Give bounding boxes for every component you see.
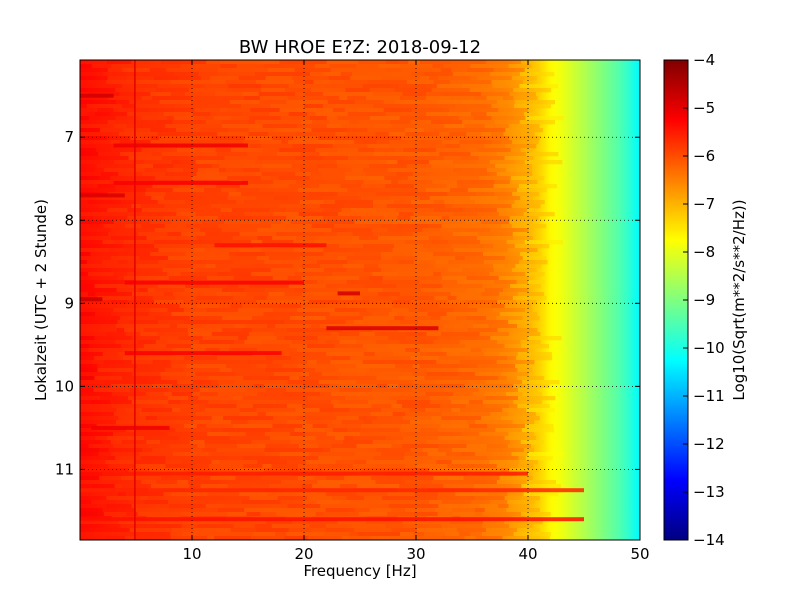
y-tick-label: 11 <box>55 460 74 478</box>
spectrogram-band <box>80 193 125 198</box>
x-axis-ticks: 10 20 30 40 50 <box>182 60 650 563</box>
spectrogram-band <box>91 425 170 430</box>
colorbar-tick-label: −14 <box>693 531 725 549</box>
plot-frame <box>79 59 641 541</box>
x-tick-label: 30 <box>406 545 425 563</box>
colorbar-tick-label: −12 <box>693 435 725 453</box>
y-axis-ticks: 7 8 9 10 11 <box>55 128 640 478</box>
spectrogram-band <box>326 326 439 331</box>
x-axis-label: Frequency [Hz] <box>303 562 416 580</box>
colorbar-tick-label: −5 <box>693 99 715 117</box>
x-tick-label: 50 <box>630 545 649 563</box>
colorbar-tick-label: −10 <box>693 339 725 357</box>
y-tick-label: 9 <box>64 294 74 312</box>
spectrogram-band <box>124 280 304 285</box>
spectrogram-band <box>113 180 248 185</box>
x-tick-label: 20 <box>294 545 313 563</box>
spectrogram-band <box>214 243 327 248</box>
x-tick-label: 10 <box>182 545 201 563</box>
spectrogram-band <box>102 471 529 476</box>
y-tick-label: 7 <box>64 128 74 146</box>
spectrogram-band <box>113 143 248 148</box>
colorbar-tick-label: −11 <box>693 387 725 405</box>
grid-lines <box>80 60 640 540</box>
colorbar-tick-label: −13 <box>693 483 725 501</box>
x-tick-label: 40 <box>518 545 537 563</box>
spectrogram-bands <box>80 93 584 522</box>
colorbar-tick-label: −7 <box>693 195 715 213</box>
y-tick-label: 10 <box>55 377 74 395</box>
spectrogram-band <box>80 297 103 302</box>
colorbar-label: Log10(Sqrt(m**2/s**2/Hz)) <box>730 199 748 400</box>
spectrogram-texture <box>80 60 565 541</box>
colorbar-tick-label: −6 <box>693 147 715 165</box>
colorbar-tick-label: −8 <box>693 243 715 261</box>
spectrogram-band <box>80 488 584 493</box>
spectrogram-band <box>80 517 584 522</box>
y-axis-label: Lokalzeit (UTC + 2 Stunde) <box>32 199 50 401</box>
spectrogram-band <box>124 351 282 356</box>
colorbar-ticks: −4 −5 −6 −7 −8 −9 −10 −11 −12 −13 −14 <box>683 51 725 549</box>
spectrogram-band <box>80 93 114 98</box>
colorbar-tick-label: −9 <box>693 291 715 309</box>
plot-area <box>80 60 640 541</box>
spectrogram-band <box>337 291 360 296</box>
colorbar-tick-label: −4 <box>693 51 715 69</box>
chart-title: BW HROE E?Z: 2018-09-12 <box>239 37 481 58</box>
y-tick-label: 8 <box>64 211 74 229</box>
